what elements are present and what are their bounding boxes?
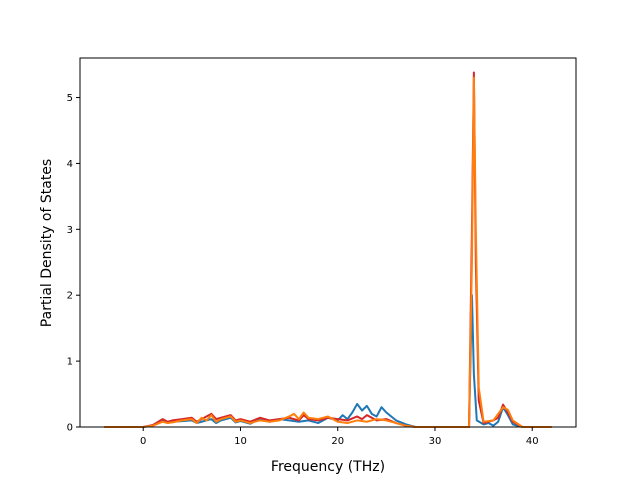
x-tick-label: 0	[140, 436, 146, 447]
y-tick-label: 4	[67, 159, 73, 170]
y-axis: 0 1 2 3 4 5	[67, 93, 80, 434]
y-tick-label: 0	[67, 423, 73, 434]
x-tick-label: 40	[526, 436, 539, 447]
series-layer	[104, 71, 552, 428]
x-tick-label: 10	[234, 436, 247, 447]
y-tick-label: 5	[67, 93, 73, 104]
x-tick-label: 20	[331, 436, 344, 447]
y-tick-label: 3	[67, 225, 73, 236]
y-axis-label: Partial Density of States	[39, 159, 55, 327]
y-tick-label: 2	[67, 291, 73, 302]
y-tick-label: 1	[67, 357, 73, 368]
plot-frame	[79, 57, 577, 428]
x-axis-label: Frequency (THz)	[271, 459, 385, 475]
series-line-3	[104, 76, 552, 428]
x-tick-label: 30	[429, 436, 442, 447]
x-axis: 0 10 20 30 40	[140, 427, 539, 447]
